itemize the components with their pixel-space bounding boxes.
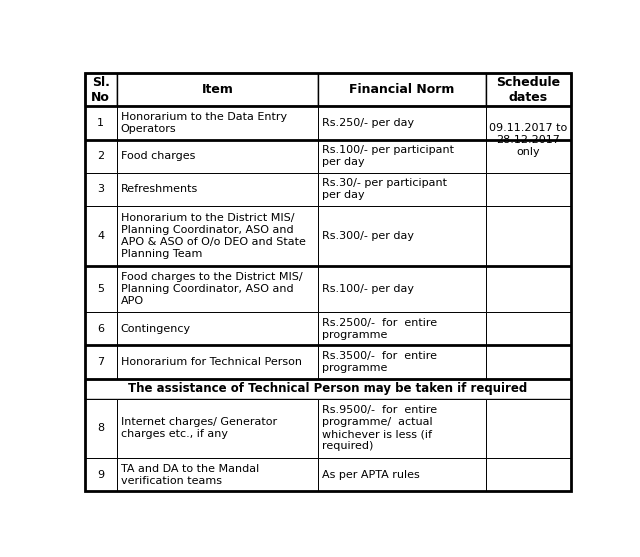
Text: Rs.100/- per participant
per day: Rs.100/- per participant per day [323,145,454,167]
Bar [486,266,571,312]
Text: The assistance of Technical Person may be taken if required: The assistance of Technical Person may b… [129,382,527,395]
Bar [318,206,486,266]
Text: Honorarium to the District MIS/
Planning Coordinator, ASO and
APO & ASO of O/o D: Honorarium to the District MIS/ Planning… [120,213,305,259]
Bar [85,140,116,173]
Text: Rs.100/- per day: Rs.100/- per day [323,284,414,294]
Bar [116,399,318,458]
Bar [116,345,318,379]
Text: 6: 6 [97,324,104,334]
Bar [318,399,486,458]
Text: Schedule
dates: Schedule dates [497,76,561,104]
Bar [318,173,486,206]
Text: 9: 9 [97,470,104,480]
Text: Honorarium for Technical Person: Honorarium for Technical Person [120,357,301,367]
Text: 8: 8 [97,423,104,433]
Bar [85,106,116,140]
Text: Food charges to the District MIS/
Planning Coordinator, ASO and
APO: Food charges to the District MIS/ Planni… [120,272,302,306]
Text: Honorarium to the Data Entry
Operators: Honorarium to the Data Entry Operators [120,112,287,134]
Bar [318,345,486,379]
Text: TA and DA to the Mandal
verification teams: TA and DA to the Mandal verification tea… [120,464,259,486]
Bar [486,345,571,379]
Bar [85,345,116,379]
Bar [85,206,116,266]
Bar [116,74,318,106]
Text: Refreshments: Refreshments [120,184,198,194]
Bar [116,206,318,266]
Text: 3: 3 [97,184,104,194]
Bar [318,140,486,173]
Text: Rs.250/- per day: Rs.250/- per day [323,118,414,128]
Bar [85,74,116,106]
Bar [486,74,571,106]
Bar [116,173,318,206]
Text: Rs.9500/-  for  entire
programme/  actual
whichever is less (if
required): Rs.9500/- for entire programme/ actual w… [323,405,437,451]
Bar [318,458,486,491]
Bar [486,312,571,345]
Text: Rs.2500/-  for  entire
programme: Rs.2500/- for entire programme [323,318,437,340]
Bar [85,379,571,399]
Text: 2: 2 [97,152,104,162]
Text: Item: Item [202,84,234,96]
Text: 09.11.2017 to
28.12.2017
only: 09.11.2017 to 28.12.2017 only [490,123,568,157]
Text: Contingency: Contingency [120,324,191,334]
Bar [116,458,318,491]
Text: 1: 1 [97,118,104,128]
Bar [318,106,486,140]
Bar [486,399,571,458]
Bar [318,312,486,345]
Bar [486,206,571,266]
Text: 7: 7 [97,357,104,367]
Bar [85,312,116,345]
Text: Financial Norm: Financial Norm [349,84,455,96]
Text: As per APTA rules: As per APTA rules [323,470,420,480]
Bar [486,458,571,491]
Text: 4: 4 [97,231,104,241]
Bar [116,266,318,312]
Bar [318,266,486,312]
Bar [486,106,571,173]
Bar [116,312,318,345]
Text: Food charges: Food charges [120,152,195,162]
Bar [486,173,571,206]
Text: Internet charges/ Generator
charges etc., if any: Internet charges/ Generator charges etc.… [120,417,276,439]
Text: Rs.3500/-  for  entire
programme: Rs.3500/- for entire programme [323,351,437,373]
Text: 5: 5 [97,284,104,294]
Bar [85,399,116,458]
Text: Rs.30/- per participant
per day: Rs.30/- per participant per day [323,178,447,201]
Bar [85,458,116,491]
Bar [85,266,116,312]
Bar [85,173,116,206]
Bar [116,106,318,140]
Bar [116,140,318,173]
Text: Sl.
No: Sl. No [92,76,110,104]
Text: Rs.300/- per day: Rs.300/- per day [323,231,414,241]
Bar [318,74,486,106]
Bar [486,140,571,173]
